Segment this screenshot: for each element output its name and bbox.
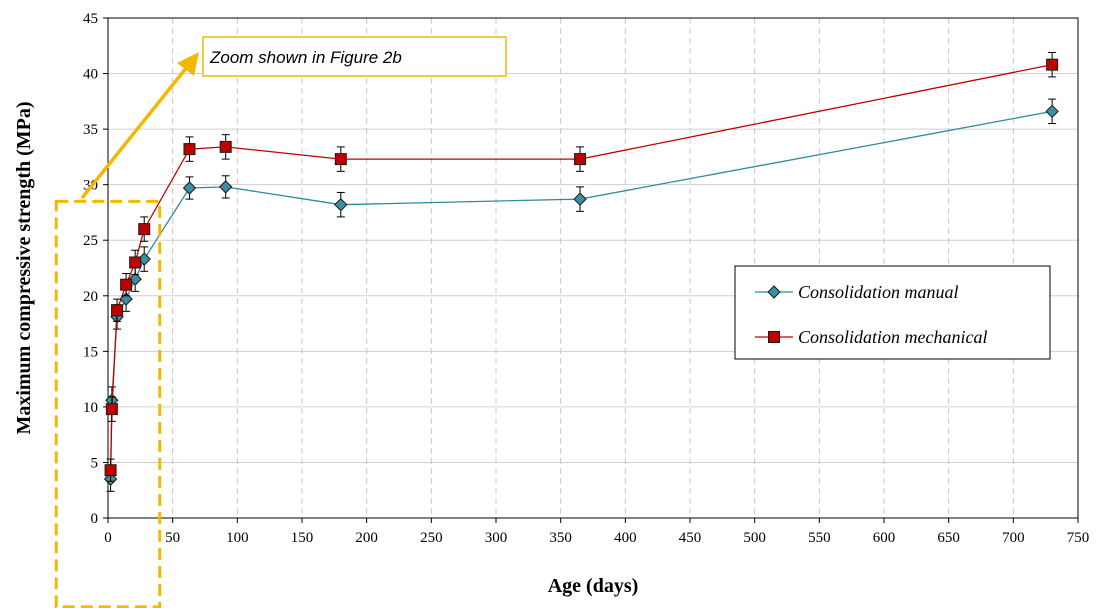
data-point — [111, 304, 124, 317]
x-tick-label: 200 — [355, 530, 378, 546]
y-tick-label: 25 — [83, 233, 98, 249]
data-point — [104, 464, 117, 477]
zoom-callout-text: Zoom shown in Figure 2b — [209, 48, 402, 67]
data-point — [128, 272, 142, 286]
x-tick-label: 500 — [743, 530, 766, 546]
x-tick-label: 700 — [1002, 530, 1025, 546]
x-tick-label: 100 — [226, 530, 249, 546]
y-tick-label: 20 — [83, 289, 98, 305]
x-tick-label: 300 — [485, 530, 508, 546]
data-point — [573, 192, 587, 206]
x-tick-label: 750 — [1067, 530, 1090, 546]
data-point — [105, 403, 118, 416]
data-point — [138, 223, 151, 236]
zoom-arrow-head — [177, 52, 199, 76]
data-point — [182, 181, 197, 195]
series-2 — [104, 51, 1059, 482]
data-point — [183, 143, 196, 156]
data-point — [1046, 58, 1059, 71]
legend-marker — [767, 285, 781, 299]
legend-entries: Consolidation manual Consolidation mechan… — [755, 282, 987, 347]
legend-marker — [768, 331, 780, 343]
y-tick-label: 45 — [83, 11, 98, 27]
x-tick-label: 350 — [549, 530, 572, 546]
y-tick-label: 15 — [83, 344, 98, 360]
x-tick-label: 600 — [873, 530, 896, 546]
annotation-layer: Zoom shown in Figure 2b — [54, 36, 507, 608]
zoom-arrow-line — [80, 65, 189, 200]
series-layer — [103, 51, 1059, 492]
data-point — [334, 197, 348, 212]
data-point — [219, 140, 232, 153]
y-tick-label: 35 — [83, 122, 98, 138]
legend-box — [734, 265, 1051, 360]
y-tick-label: 5 — [91, 455, 99, 471]
tick-layer: 0510152025303540450501001502002503003504… — [83, 11, 1089, 546]
y-tick-label: 40 — [83, 67, 98, 83]
x-tick-label: 50 — [165, 530, 180, 546]
data-point — [120, 278, 133, 291]
legend-label: Consolidation mechanical — [798, 327, 987, 347]
x-tick-label: 450 — [679, 530, 702, 546]
data-point — [334, 153, 347, 166]
data-point — [218, 180, 233, 194]
data-point — [129, 256, 142, 269]
y-tick-label: 0 — [91, 511, 99, 527]
data-point — [1045, 104, 1059, 119]
y-axis-title: Maximum compressive strength (MPa) — [13, 101, 35, 434]
data-point — [574, 153, 587, 166]
y-tick-label: 10 — [83, 400, 98, 416]
x-tick-label: 550 — [808, 530, 831, 546]
series-1 — [103, 98, 1059, 492]
x-tick-label: 150 — [291, 530, 314, 546]
x-tick-label: 250 — [420, 530, 443, 546]
zoom-highlight-box — [54, 199, 162, 608]
x-tick-label: 0 — [104, 530, 112, 546]
legend-label: Consolidation manual — [798, 282, 959, 302]
legend: Consolidation manual Consolidation mechan… — [734, 265, 1051, 360]
x-tick-label: 400 — [614, 530, 637, 546]
x-tick-label: 650 — [937, 530, 960, 546]
plot-area — [107, 17, 1079, 519]
x-axis-title: Age (days) — [548, 575, 639, 597]
zoom-callout-box — [202, 36, 507, 77]
